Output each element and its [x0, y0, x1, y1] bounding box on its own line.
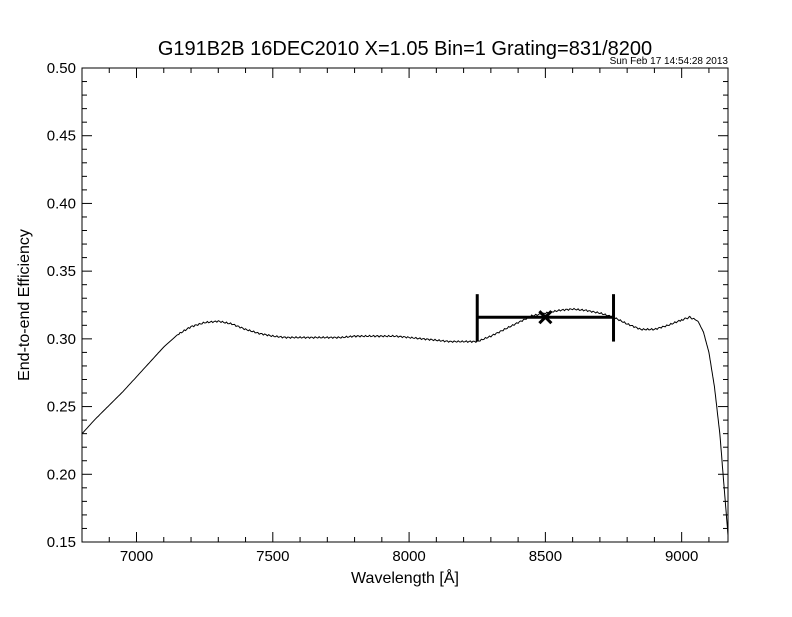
x-tick-label: 8500: [529, 548, 562, 565]
x-tick-label: 9000: [665, 548, 698, 565]
plot-frame: [81, 67, 729, 543]
tick-labels-layer: 7000 7500 8000 8500 9000 0.15 0.20 0.25 0.30 0.35…: [47, 60, 699, 565]
x-axis-label: Wavelength [Å]: [351, 570, 459, 587]
y-tick-label: 0.20: [47, 466, 76, 483]
chart-title: G191B2B 16DEC2010 X=1.05 Bin=1 Grating=8…: [157, 38, 653, 60]
annotation-layer: [475, 294, 616, 342]
y-tick-label: 0.15: [47, 534, 76, 551]
y-tick-label: 0.30: [47, 331, 76, 348]
ticks-layer: [81, 67, 728, 543]
x-tick-label: 7000: [120, 548, 153, 565]
y-tick-label: 0.45: [47, 128, 76, 145]
y-tick-label: 0.35: [47, 263, 76, 280]
x-tick-label: 7500: [256, 548, 289, 565]
x-tick-label: 8000: [392, 548, 425, 565]
timestamp: Sun Feb 17 14:54:28 2013: [609, 56, 728, 67]
y-tick-label: 0.25: [47, 399, 76, 416]
y-tick-label: 0.50: [47, 60, 76, 77]
y-axis-label: End-to-end Efficiency: [16, 229, 33, 381]
y-tick-label: 0.40: [47, 195, 76, 212]
series-line: [81, 307, 729, 536]
